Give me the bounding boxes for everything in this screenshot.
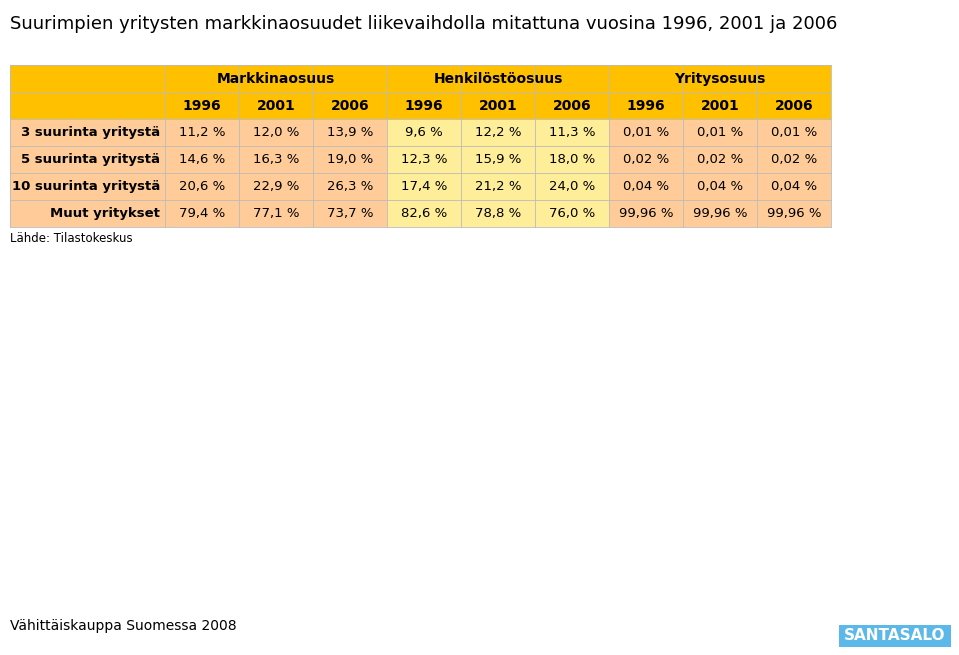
Bar <box>165 119 387 146</box>
Text: 24,0 %: 24,0 % <box>549 180 596 193</box>
Bar <box>10 93 831 119</box>
Text: 2001: 2001 <box>701 99 739 113</box>
Text: 0,01 %: 0,01 % <box>697 126 743 139</box>
Bar <box>387 119 609 146</box>
Text: 99,96 %: 99,96 % <box>767 207 821 220</box>
Text: Yritysosuus: Yritysosuus <box>674 72 765 86</box>
Text: 21,2 %: 21,2 % <box>475 180 522 193</box>
Text: 0,02 %: 0,02 % <box>623 153 669 166</box>
Text: 99,96 %: 99,96 % <box>692 207 747 220</box>
Text: 3 suurinta yritystä: 3 suurinta yritystä <box>21 126 160 139</box>
Bar <box>839 625 951 647</box>
Text: 1996: 1996 <box>405 99 443 113</box>
Text: 17,4 %: 17,4 % <box>401 180 447 193</box>
Text: 13,9 %: 13,9 % <box>327 126 373 139</box>
Text: 5 suurinta yritystä: 5 suurinta yritystä <box>21 153 160 166</box>
Text: 14,6 %: 14,6 % <box>179 153 225 166</box>
Text: 2006: 2006 <box>775 99 813 113</box>
Bar <box>387 173 609 200</box>
Text: 20,6 %: 20,6 % <box>179 180 225 193</box>
Text: 0,01 %: 0,01 % <box>623 126 669 139</box>
Text: 18,0 %: 18,0 % <box>549 153 596 166</box>
Text: 12,2 %: 12,2 % <box>475 126 522 139</box>
Text: 0,04 %: 0,04 % <box>771 180 817 193</box>
Bar <box>10 200 165 227</box>
Text: 11,2 %: 11,2 % <box>178 126 225 139</box>
Text: 19,0 %: 19,0 % <box>327 153 373 166</box>
Text: 12,3 %: 12,3 % <box>401 153 447 166</box>
Bar <box>10 65 831 93</box>
Text: 2001: 2001 <box>257 99 295 113</box>
Text: Vähittäiskauppa Suomessa 2008: Vähittäiskauppa Suomessa 2008 <box>10 619 237 633</box>
Bar <box>387 200 609 227</box>
Bar <box>10 146 165 173</box>
Bar <box>387 146 609 173</box>
Text: 2006: 2006 <box>331 99 369 113</box>
Text: 22,9 %: 22,9 % <box>253 180 299 193</box>
Text: 77,1 %: 77,1 % <box>253 207 299 220</box>
Text: 9,6 %: 9,6 % <box>405 126 443 139</box>
Text: 0,04 %: 0,04 % <box>623 180 669 193</box>
Text: 2006: 2006 <box>552 99 592 113</box>
Text: 1996: 1996 <box>182 99 222 113</box>
Text: 0,02 %: 0,02 % <box>697 153 743 166</box>
Text: Lähde: Tilastokeskus: Lähde: Tilastokeskus <box>10 232 132 245</box>
Text: 1996: 1996 <box>626 99 666 113</box>
Bar <box>609 200 831 227</box>
Text: Suurimpien yritysten markkinaosuudet liikevaihdolla mitattuna vuosina 1996, 2001: Suurimpien yritysten markkinaosuudet lii… <box>10 15 837 33</box>
Text: 78,8 %: 78,8 % <box>475 207 521 220</box>
Bar <box>609 119 831 146</box>
Text: Henkilöstöosuus: Henkilöstöosuus <box>433 72 563 86</box>
Text: Markkinaosuus: Markkinaosuus <box>217 72 335 86</box>
Text: 12,0 %: 12,0 % <box>253 126 299 139</box>
Bar <box>10 119 165 146</box>
Text: 79,4 %: 79,4 % <box>179 207 225 220</box>
Text: 73,7 %: 73,7 % <box>327 207 373 220</box>
Text: 15,9 %: 15,9 % <box>475 153 521 166</box>
Text: Muut yritykset: Muut yritykset <box>50 207 160 220</box>
Text: 26,3 %: 26,3 % <box>327 180 373 193</box>
Text: 16,3 %: 16,3 % <box>253 153 299 166</box>
Bar <box>165 146 387 173</box>
Bar <box>609 173 831 200</box>
Bar <box>10 173 165 200</box>
Text: 82,6 %: 82,6 % <box>401 207 447 220</box>
Text: SANTASALO: SANTASALO <box>844 629 946 643</box>
Bar <box>609 146 831 173</box>
Text: 10 suurinta yritystä: 10 suurinta yritystä <box>12 180 160 193</box>
Text: 99,96 %: 99,96 % <box>619 207 673 220</box>
Bar <box>165 173 387 200</box>
Text: 2001: 2001 <box>479 99 517 113</box>
Text: 0,02 %: 0,02 % <box>771 153 817 166</box>
Text: 76,0 %: 76,0 % <box>549 207 596 220</box>
Bar <box>165 200 387 227</box>
Text: 0,04 %: 0,04 % <box>697 180 743 193</box>
Text: 0,01 %: 0,01 % <box>771 126 817 139</box>
Text: 11,3 %: 11,3 % <box>549 126 596 139</box>
